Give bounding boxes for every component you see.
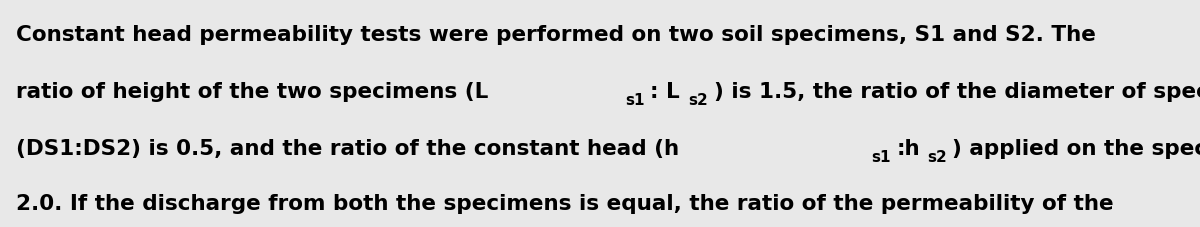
Text: ) applied on the specimens is: ) applied on the specimens is	[953, 138, 1200, 158]
Text: : L: : L	[650, 82, 680, 102]
Text: (DS1:DS2) is 0.5, and the ratio of the constant head (h: (DS1:DS2) is 0.5, and the ratio of the c…	[16, 138, 679, 158]
Text: s1: s1	[871, 150, 890, 165]
Text: :h: :h	[896, 138, 920, 158]
Text: ) is 1.5, the ratio of the diameter of specimens: ) is 1.5, the ratio of the diameter of s…	[714, 82, 1200, 102]
Text: s2: s2	[689, 93, 708, 108]
Text: 2.0. If the discharge from both the specimens is equal, the ratio of the permeab: 2.0. If the discharge from both the spec…	[16, 193, 1114, 213]
Text: s2: s2	[926, 150, 947, 165]
Text: ratio of height of the two specimens (L: ratio of height of the two specimens (L	[16, 82, 488, 102]
Text: s1: s1	[625, 93, 644, 108]
Text: Constant head permeability tests were performed on two soil specimens, S1 and S2: Constant head permeability tests were pe…	[16, 25, 1096, 45]
